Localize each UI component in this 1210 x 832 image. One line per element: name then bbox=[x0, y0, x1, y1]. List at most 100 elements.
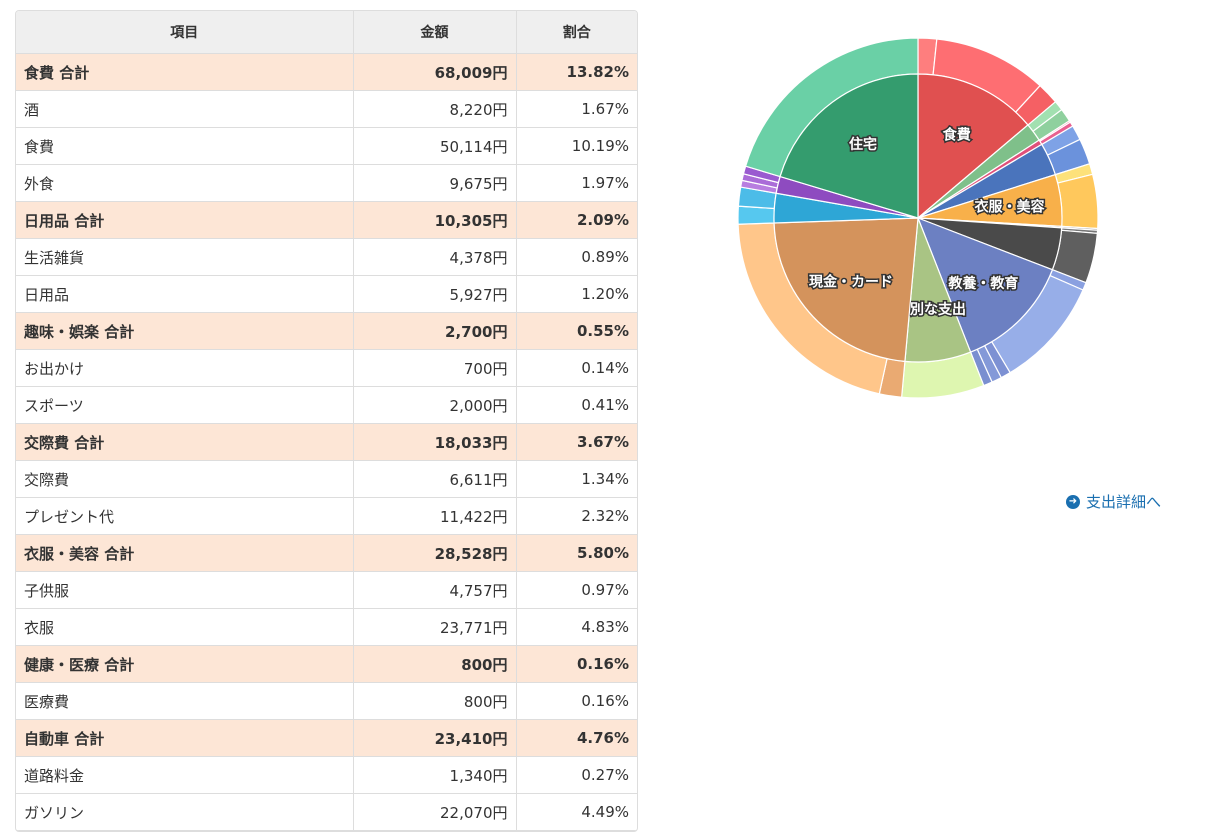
expense-detail-link-label: 支出詳細へ bbox=[1086, 493, 1162, 511]
row-ratio: 0.41% bbox=[516, 386, 637, 424]
row-ratio: 0.16% bbox=[516, 682, 637, 720]
expense-table-container: 項目 金額 割合 食費 合計 68,009円 13.82% 酒 8,220円 1.67% 食… bbox=[15, 10, 638, 832]
row-item-name: ガソリン bbox=[16, 793, 354, 831]
expense-table: 項目 金額 割合 食費 合計 68,009円 13.82% 酒 8,220円 1.67% 食… bbox=[16, 11, 637, 831]
row-ratio: 13.82% bbox=[516, 53, 637, 91]
row-amount: 50,114円 bbox=[353, 127, 517, 165]
circle-arrow-right-icon: ➜ bbox=[1066, 494, 1080, 509]
row-amount: 800円 bbox=[353, 682, 517, 720]
header-ratio: 割合 bbox=[516, 11, 637, 54]
table-row: プレゼント代 11,422円 2.32% bbox=[16, 497, 637, 535]
inner-slice[interactable] bbox=[779, 73, 919, 219]
header-amount: 金額 bbox=[353, 11, 517, 54]
row-item-name: 衣服 bbox=[16, 608, 354, 646]
row-item-name: 道路料金 bbox=[16, 756, 354, 794]
row-item-name: 食費 合計 bbox=[16, 53, 354, 91]
row-amount: 23,410円 bbox=[353, 719, 517, 757]
header-item: 項目 bbox=[16, 11, 354, 54]
table-row: 交際費 6,611円 1.34% bbox=[16, 460, 637, 498]
row-ratio: 1.34% bbox=[516, 460, 637, 498]
table-row: スポーツ 2,000円 0.41% bbox=[16, 386, 637, 424]
row-ratio: 2.09% bbox=[516, 201, 637, 239]
outer-slice[interactable] bbox=[1056, 173, 1099, 230]
row-amount: 23,771円 bbox=[353, 608, 517, 646]
row-item-name: 子供服 bbox=[16, 571, 354, 609]
row-amount: 28,528円 bbox=[353, 534, 517, 572]
table-header-row: 項目 金額 割合 bbox=[16, 11, 637, 54]
table-row: 日用品 5,927円 1.20% bbox=[16, 275, 637, 313]
row-amount: 8,220円 bbox=[353, 90, 517, 128]
row-ratio: 1.20% bbox=[516, 275, 637, 313]
inner-slice[interactable] bbox=[773, 217, 919, 363]
row-item-name: 日用品 bbox=[16, 275, 354, 313]
table-row: 医療費 800円 0.16% bbox=[16, 682, 637, 720]
row-item-name: 食費 bbox=[16, 127, 354, 165]
row-ratio: 4.76% bbox=[516, 719, 637, 757]
row-ratio: 1.67% bbox=[516, 90, 637, 128]
row-amount: 2,700円 bbox=[353, 312, 517, 350]
expense-detail-link[interactable]: ➜ 支出詳細へ bbox=[1066, 491, 1161, 512]
table-row-subtotal: 健康・医療 合計 800円 0.16% bbox=[16, 645, 637, 683]
table-row: 酒 8,220円 1.67% bbox=[16, 90, 637, 128]
row-item-name: 外食 bbox=[16, 164, 354, 202]
row-amount: 1,340円 bbox=[353, 756, 517, 794]
row-amount: 9,675円 bbox=[353, 164, 517, 202]
table-row: 衣服 23,771円 4.83% bbox=[16, 608, 637, 646]
row-item-name: 日用品 合計 bbox=[16, 201, 354, 239]
row-ratio: 0.16% bbox=[516, 645, 637, 683]
row-item-name: 健康・医療 合計 bbox=[16, 645, 354, 683]
row-ratio: 0.97% bbox=[516, 571, 637, 609]
table-row-subtotal: 自動車 合計 23,410円 4.76% bbox=[16, 719, 637, 757]
row-ratio: 3.67% bbox=[516, 423, 637, 461]
row-amount: 6,611円 bbox=[353, 460, 517, 498]
row-amount: 800円 bbox=[353, 645, 517, 683]
row-item-name: 交際費 合計 bbox=[16, 423, 354, 461]
table-row: お出かけ 700円 0.14% bbox=[16, 349, 637, 387]
outer-slice[interactable] bbox=[737, 205, 775, 225]
row-item-name: 生活雑貨 bbox=[16, 238, 354, 276]
row-amount: 5,927円 bbox=[353, 275, 517, 313]
row-item-name: 医療費 bbox=[16, 682, 354, 720]
row-item-name: お出かけ bbox=[16, 349, 354, 387]
row-ratio: 2.32% bbox=[516, 497, 637, 535]
row-amount: 68,009円 bbox=[353, 53, 517, 91]
table-row-subtotal: 食費 合計 68,009円 13.82% bbox=[16, 53, 637, 91]
pie-slice-label: 現金・カード bbox=[809, 273, 893, 290]
row-amount: 4,378円 bbox=[353, 238, 517, 276]
row-item-name: プレゼント代 bbox=[16, 497, 354, 535]
pie-slice-label: 衣服・美容 bbox=[974, 199, 1044, 216]
row-ratio: 0.89% bbox=[516, 238, 637, 276]
table-row: 外食 9,675円 1.97% bbox=[16, 164, 637, 202]
table-row-subtotal: 日用品 合計 10,305円 2.09% bbox=[16, 201, 637, 239]
table-row: ガソリン 22,070円 4.49% bbox=[16, 793, 637, 831]
inner-slice[interactable] bbox=[916, 216, 1054, 353]
row-amount: 10,305円 bbox=[353, 201, 517, 239]
row-item-name: 酒 bbox=[16, 90, 354, 128]
row-ratio: 0.27% bbox=[516, 756, 637, 794]
table-row-subtotal: 衣服・美容 合計 28,528円 5.80% bbox=[16, 534, 637, 572]
row-ratio: 0.14% bbox=[516, 349, 637, 387]
row-amount: 4,757円 bbox=[353, 571, 517, 609]
table-row: 道路料金 1,340円 0.27% bbox=[16, 756, 637, 794]
row-item-name: 自動車 合計 bbox=[16, 719, 354, 757]
table-row: 生活雑貨 4,378円 0.89% bbox=[16, 238, 637, 276]
pie-slice-label: 教養・教育 bbox=[948, 275, 1018, 292]
row-amount: 22,070円 bbox=[353, 793, 517, 831]
row-amount: 2,000円 bbox=[353, 386, 517, 424]
row-item-name: スポーツ bbox=[16, 386, 354, 424]
row-amount: 700円 bbox=[353, 349, 517, 387]
row-ratio: 4.49% bbox=[516, 793, 637, 831]
pie-slice-label: 食費 bbox=[943, 126, 971, 143]
inner-slice[interactable] bbox=[917, 73, 1029, 220]
row-item-name: 交際費 bbox=[16, 460, 354, 498]
row-amount: 11,422円 bbox=[353, 497, 517, 535]
row-ratio: 0.55% bbox=[516, 312, 637, 350]
table-row-subtotal: 趣味・娯楽 合計 2,700円 0.55% bbox=[16, 312, 637, 350]
row-ratio: 4.83% bbox=[516, 608, 637, 646]
table-row: 子供服 4,757円 0.97% bbox=[16, 571, 637, 609]
row-item-name: 衣服・美容 合計 bbox=[16, 534, 354, 572]
table-row: 食費 50,114円 10.19% bbox=[16, 127, 637, 165]
pie-slice-label: 住宅 bbox=[849, 136, 877, 153]
table-row-subtotal: 交際費 合計 18,033円 3.67% bbox=[16, 423, 637, 461]
